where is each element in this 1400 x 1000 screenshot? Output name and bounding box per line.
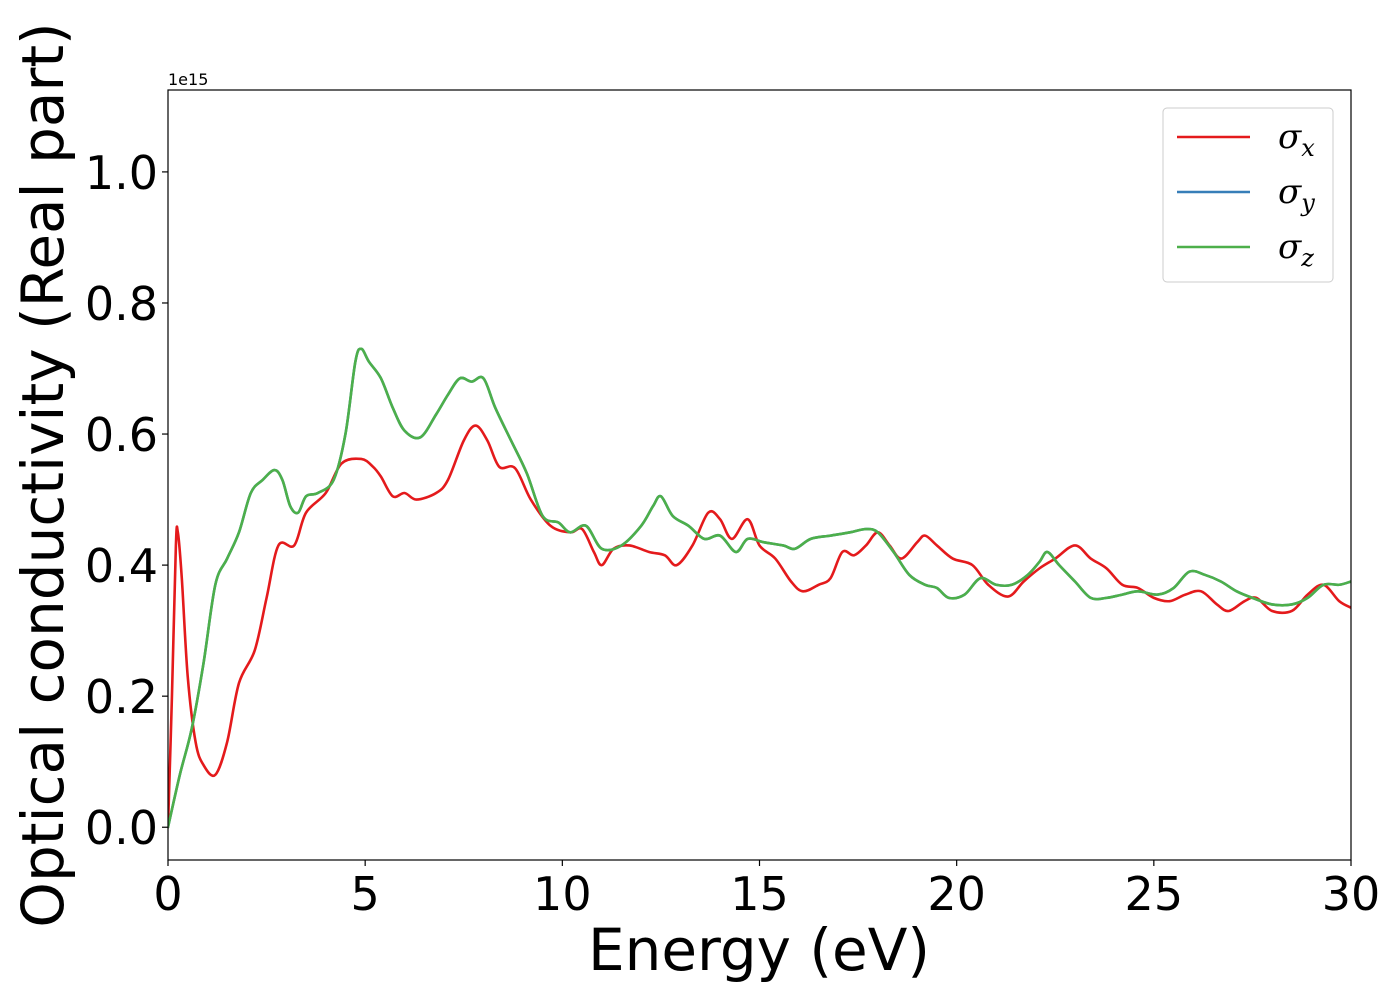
x-tick-label: 25 bbox=[1125, 867, 1184, 921]
x-tick-label: 5 bbox=[351, 867, 380, 921]
y-axis: 0.0 0.2 0.4 0.6 0.8 1.0 bbox=[85, 146, 168, 855]
x-tick-label: 10 bbox=[533, 867, 592, 921]
y-tick-label: 0.8 bbox=[85, 277, 158, 331]
x-tick-label: 15 bbox=[730, 867, 789, 921]
series-layer bbox=[168, 347, 1351, 829]
y-tick-label: 0.4 bbox=[85, 539, 158, 593]
legend-box bbox=[1162, 107, 1334, 283]
y-tick-label: 0.6 bbox=[85, 408, 158, 462]
x-tick-label: 30 bbox=[1322, 867, 1381, 921]
y-axis-label: Optical conductivity (Real part) bbox=[9, 22, 77, 927]
y-tick-label: 1.0 bbox=[85, 146, 158, 200]
series-line-z bbox=[168, 347, 1351, 829]
y-tick-label: 0.0 bbox=[85, 801, 158, 855]
x-axis-label: Energy (eV) bbox=[588, 916, 930, 984]
y-tick-label: 0.2 bbox=[85, 670, 158, 724]
series-line-x bbox=[168, 424, 1351, 829]
y-offset-label: 1e15 bbox=[168, 70, 208, 89]
x-axis: 0 5 10 15 20 25 30 bbox=[153, 860, 1380, 921]
x-tick-label: 0 bbox=[153, 867, 182, 921]
x-tick-label: 20 bbox=[927, 867, 986, 921]
